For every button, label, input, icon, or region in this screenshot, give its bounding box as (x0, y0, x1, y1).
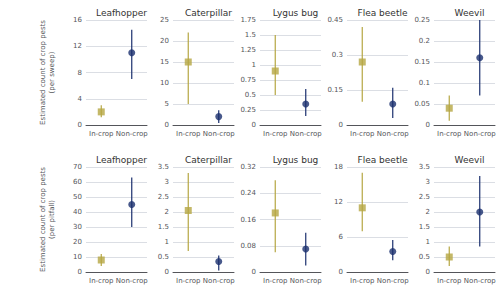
svg-text:0: 0 (252, 268, 256, 276)
svg-text:3.5: 3.5 (419, 163, 430, 171)
svg-text:0: 0 (426, 268, 430, 276)
svg-text:70: 70 (73, 163, 82, 171)
svg-text:0: 0 (165, 121, 169, 129)
svg-text:12: 12 (73, 42, 82, 50)
svg-text:0.05: 0.05 (414, 100, 430, 108)
svg-text:Leafhopper: Leafhopper (96, 155, 147, 165)
svg-text:Estimated count of crop pests: Estimated count of crop pests (39, 167, 47, 272)
svg-text:1.5: 1.5 (419, 223, 430, 231)
svg-text:0.25: 0.25 (414, 16, 430, 24)
svg-text:3: 3 (165, 178, 169, 186)
svg-text:Lygus bug: Lygus bug (273, 8, 319, 18)
svg-text:Non-crop: Non-crop (203, 277, 235, 285)
svg-text:0.1: 0.1 (419, 79, 430, 87)
svg-text:In-crop: In-crop (350, 277, 375, 285)
svg-text:0: 0 (339, 121, 343, 129)
svg-text:0.25: 0.25 (240, 106, 256, 114)
svg-text:Leafhopper: Leafhopper (96, 8, 147, 18)
svg-text:2: 2 (165, 208, 169, 216)
svg-text:25: 25 (160, 16, 169, 24)
svg-text:3: 3 (426, 178, 430, 186)
svg-text:0.75: 0.75 (240, 76, 256, 84)
svg-text:In-crop: In-crop (176, 277, 201, 285)
svg-text:Non-crop: Non-crop (290, 130, 322, 138)
svg-text:(per pitfall): (per pitfall) (48, 200, 56, 239)
svg-text:0.32: 0.32 (240, 163, 256, 171)
svg-text:50: 50 (73, 193, 82, 201)
svg-text:0.45: 0.45 (327, 16, 343, 24)
svg-text:4: 4 (78, 95, 83, 103)
svg-text:0.2: 0.2 (419, 37, 430, 45)
svg-text:Caterpillar: Caterpillar (185, 8, 232, 18)
svg-text:60: 60 (73, 178, 82, 186)
svg-text:0.15: 0.15 (414, 58, 430, 66)
svg-text:0: 0 (252, 121, 256, 129)
svg-text:20: 20 (160, 37, 169, 45)
svg-text:In-crop: In-crop (89, 277, 114, 285)
svg-text:0.3: 0.3 (332, 51, 343, 59)
svg-text:0.24: 0.24 (240, 189, 256, 197)
svg-text:18: 18 (334, 163, 343, 171)
svg-text:Non-crop: Non-crop (377, 130, 409, 138)
svg-text:12: 12 (334, 198, 343, 206)
svg-text:0.16: 0.16 (240, 216, 256, 224)
svg-text:1: 1 (165, 238, 169, 246)
svg-text:In-crop: In-crop (263, 277, 288, 285)
svg-text:0.15: 0.15 (327, 86, 343, 94)
svg-text:Estimated count of crop pests: Estimated count of crop pests (39, 20, 47, 125)
svg-text:15: 15 (160, 58, 169, 66)
svg-text:1.25: 1.25 (240, 46, 256, 54)
svg-text:1: 1 (426, 238, 430, 246)
svg-text:0.5: 0.5 (245, 91, 256, 99)
svg-text:Non-crop: Non-crop (464, 277, 496, 285)
svg-text:Non-crop: Non-crop (203, 130, 235, 138)
svg-text:1.75: 1.75 (240, 16, 256, 24)
svg-text:10: 10 (73, 253, 82, 261)
svg-text:Non-crop: Non-crop (116, 130, 148, 138)
svg-text:Non-crop: Non-crop (116, 277, 148, 285)
svg-text:In-crop: In-crop (176, 130, 201, 138)
svg-text:0: 0 (78, 121, 82, 129)
svg-text:20: 20 (73, 238, 82, 246)
svg-text:2.5: 2.5 (419, 193, 430, 201)
svg-text:Caterpillar: Caterpillar (185, 155, 232, 165)
svg-text:6: 6 (339, 233, 344, 241)
svg-text:1.5: 1.5 (158, 223, 169, 231)
svg-text:5: 5 (165, 100, 169, 108)
svg-text:0.08: 0.08 (240, 242, 256, 250)
svg-text:Flea beetle: Flea beetle (358, 8, 408, 18)
svg-text:In-crop: In-crop (350, 130, 375, 138)
svg-text:2: 2 (426, 208, 430, 216)
svg-text:16: 16 (73, 16, 82, 24)
svg-text:Lygus bug: Lygus bug (273, 155, 319, 165)
svg-text:Weevil: Weevil (455, 8, 485, 18)
svg-text:Flea beetle: Flea beetle (358, 155, 408, 165)
svg-text:In-crop: In-crop (89, 130, 114, 138)
svg-text:0: 0 (78, 268, 82, 276)
svg-text:In-crop: In-crop (437, 130, 462, 138)
svg-text:3.5: 3.5 (158, 163, 169, 171)
svg-text:0.5: 0.5 (158, 253, 169, 261)
svg-text:Non-crop: Non-crop (464, 130, 496, 138)
svg-text:10: 10 (160, 79, 169, 87)
svg-text:In-crop: In-crop (437, 277, 462, 285)
svg-text:2.5: 2.5 (158, 193, 169, 201)
svg-text:30: 30 (73, 223, 82, 231)
svg-text:0.5: 0.5 (419, 253, 430, 261)
svg-text:In-crop: In-crop (263, 130, 288, 138)
svg-text:Weevil: Weevil (455, 155, 485, 165)
svg-text:0: 0 (426, 121, 430, 129)
svg-text:0: 0 (165, 268, 169, 276)
svg-text:Non-crop: Non-crop (290, 277, 322, 285)
svg-text:1.5: 1.5 (245, 31, 256, 39)
svg-text:Non-crop: Non-crop (377, 277, 409, 285)
svg-text:(per sweep): (per sweep) (48, 51, 56, 93)
svg-text:0: 0 (339, 268, 343, 276)
svg-text:1: 1 (252, 61, 256, 69)
svg-text:40: 40 (73, 208, 82, 216)
svg-text:8: 8 (78, 69, 82, 77)
